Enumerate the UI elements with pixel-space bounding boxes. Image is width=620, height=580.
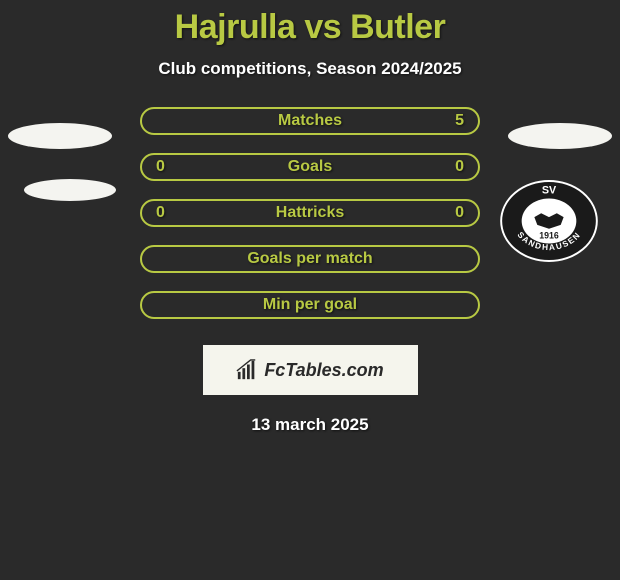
club-logo-top-text: SV: [542, 185, 557, 197]
stat-bar-goals: 0 Goals 0: [140, 153, 480, 181]
stat-left-value: 0: [156, 204, 165, 222]
watermark: FcTables.com: [203, 345, 418, 395]
team-right-ellipse-1: [508, 123, 612, 149]
stat-label: Matches: [278, 112, 342, 130]
stat-right-value: 5: [455, 112, 464, 130]
stat-bar-min-per-goal: Min per goal: [140, 291, 480, 319]
watermark-text: FcTables.com: [264, 360, 383, 381]
stat-label: Hattricks: [276, 204, 344, 222]
stat-right-value: 0: [455, 158, 464, 176]
date-label: 13 march 2025: [251, 415, 368, 435]
stat-bar-hattricks: 0 Hattricks 0: [140, 199, 480, 227]
stat-left-value: 0: [156, 158, 165, 176]
team-left-ellipse-2: [24, 179, 116, 201]
page-subtitle: Club competitions, Season 2024/2025: [158, 59, 461, 79]
club-logo-year: 1916: [539, 231, 559, 241]
stat-bar-goals-per-match: Goals per match: [140, 245, 480, 273]
stat-right-value: 0: [455, 204, 464, 222]
team-left-ellipse-1: [8, 123, 112, 149]
club-logo-right: SV SANDHAUSEN 1916: [500, 180, 598, 262]
stat-label: Goals: [288, 158, 332, 176]
chart-icon: [236, 359, 258, 381]
stat-label: Min per goal: [263, 296, 357, 314]
page-title: Hajrulla vs Butler: [175, 8, 446, 47]
stat-bar-matches: Matches 5: [140, 107, 480, 135]
stat-label: Goals per match: [247, 250, 372, 268]
